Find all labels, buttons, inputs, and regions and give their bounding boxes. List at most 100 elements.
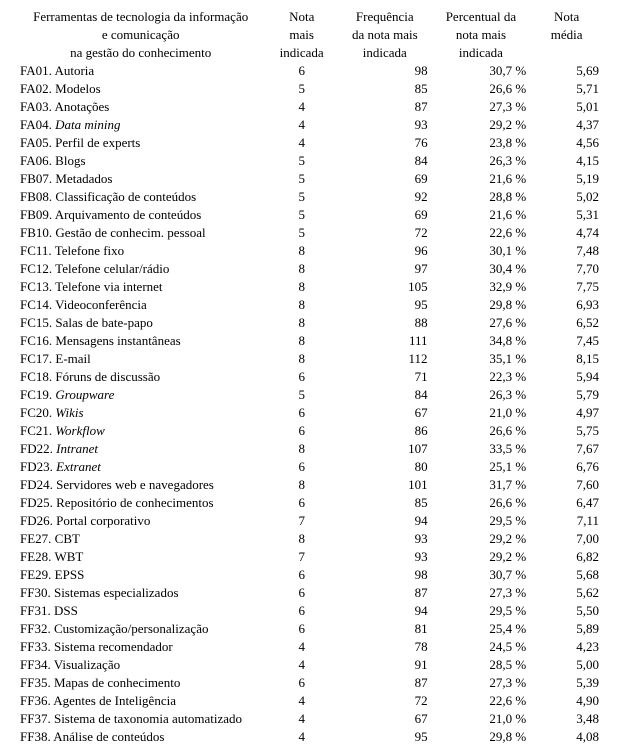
row-nota: 5 bbox=[265, 170, 338, 188]
table-row: FD26. Portal corporativo79429,5 %7,11 bbox=[16, 512, 603, 530]
header-col5-line2: média bbox=[530, 26, 603, 44]
table-row: FC17. E-mail811235,1 %8,15 bbox=[16, 350, 603, 368]
row-pct: 27,6 % bbox=[432, 314, 531, 332]
table-row: FE27. CBT89329,2 %7,00 bbox=[16, 530, 603, 548]
row-pct: 22,6 % bbox=[432, 224, 531, 242]
row-name: Modelos bbox=[55, 81, 101, 96]
row-media: 7,70 bbox=[530, 260, 603, 278]
row-label: FC16. Mensagens instantâneas bbox=[16, 332, 265, 350]
row-name: Customização/personalização bbox=[54, 621, 209, 636]
header-col1-line3: na gestão do conhecimento bbox=[16, 44, 265, 62]
row-nota: 6 bbox=[265, 458, 338, 476]
table-row: FF31. DSS69429,5 %5,50 bbox=[16, 602, 603, 620]
row-media: 5,68 bbox=[530, 566, 603, 584]
row-label: FD23. Extranet bbox=[16, 458, 265, 476]
header-col5-line3 bbox=[530, 44, 603, 62]
row-freq: 87 bbox=[338, 674, 432, 692]
row-pct: 27,3 % bbox=[432, 98, 531, 116]
row-media: 3,48 bbox=[530, 710, 603, 728]
row-freq: 84 bbox=[338, 386, 432, 404]
row-label: FA06. Blogs bbox=[16, 152, 265, 170]
row-code: FB07. bbox=[20, 171, 55, 186]
row-code: FA04. bbox=[20, 117, 55, 132]
row-label: FC15. Salas de bate-papo bbox=[16, 314, 265, 332]
row-media: 5,19 bbox=[530, 170, 603, 188]
row-code: FC16. bbox=[20, 333, 55, 348]
table-row: FB10. Gestão de conhecim. pessoal57222,6… bbox=[16, 224, 603, 242]
row-label: FF36. Agentes de Inteligência bbox=[16, 692, 265, 710]
header-col3-line2: da nota mais bbox=[338, 26, 432, 44]
row-pct: 29,2 % bbox=[432, 530, 531, 548]
row-name: Extranet bbox=[56, 459, 101, 474]
row-code: FF36. bbox=[20, 693, 53, 708]
row-nota: 6 bbox=[265, 674, 338, 692]
row-media: 6,76 bbox=[530, 458, 603, 476]
row-media: 8,15 bbox=[530, 350, 603, 368]
row-pct: 29,8 % bbox=[432, 296, 531, 314]
row-pct: 30,7 % bbox=[432, 566, 531, 584]
row-media: 7,67 bbox=[530, 440, 603, 458]
row-code: FA01. bbox=[20, 63, 54, 78]
row-nota: 5 bbox=[265, 386, 338, 404]
row-pct: 21,0 % bbox=[432, 404, 531, 422]
header-col3-line3: indicada bbox=[338, 44, 432, 62]
row-name: Sistemas especializados bbox=[54, 585, 179, 600]
row-code: FC12. bbox=[20, 261, 55, 276]
row-media: 7,60 bbox=[530, 476, 603, 494]
row-name: Arquivamento de conteúdos bbox=[55, 207, 202, 222]
row-label: FF34. Visualização bbox=[16, 656, 265, 674]
data-table: Ferramentas de tecnologia da informação … bbox=[16, 8, 603, 746]
header-row-3: na gestão do conhecimento indicada indic… bbox=[16, 44, 603, 62]
header-col2-line1: Nota bbox=[265, 8, 338, 26]
row-label: FB10. Gestão de conhecim. pessoal bbox=[16, 224, 265, 242]
row-code: FC21. bbox=[20, 423, 55, 438]
row-pct: 21,6 % bbox=[432, 206, 531, 224]
row-nota: 4 bbox=[265, 728, 338, 746]
header-col4-line3: indicada bbox=[432, 44, 531, 62]
row-pct: 27,3 % bbox=[432, 584, 531, 602]
table-row: FA03. Anotações48727,3 %5,01 bbox=[16, 98, 603, 116]
row-freq: 105 bbox=[338, 278, 432, 296]
row-name: Telefone fixo bbox=[55, 243, 124, 258]
row-nota: 6 bbox=[265, 620, 338, 638]
row-label: FF38. Análise de conteúdos bbox=[16, 728, 265, 746]
table-row: FC19. Groupware58426,3 %5,79 bbox=[16, 386, 603, 404]
row-label: FF35. Mapas de conhecimento bbox=[16, 674, 265, 692]
row-pct: 26,3 % bbox=[432, 152, 531, 170]
row-code: FF35. bbox=[20, 675, 54, 690]
row-freq: 87 bbox=[338, 584, 432, 602]
row-pct: 29,2 % bbox=[432, 116, 531, 134]
row-label: FF32. Customização/personalização bbox=[16, 620, 265, 638]
row-freq: 101 bbox=[338, 476, 432, 494]
row-media: 5,94 bbox=[530, 368, 603, 386]
table-row: FC18. Fóruns de discussão67122,3 %5,94 bbox=[16, 368, 603, 386]
row-code: FF30. bbox=[20, 585, 54, 600]
table-row: FF34. Visualização49128,5 %5,00 bbox=[16, 656, 603, 674]
row-name: Salas de bate-papo bbox=[55, 315, 152, 330]
row-label: FD22. Intranet bbox=[16, 440, 265, 458]
row-pct: 27,3 % bbox=[432, 674, 531, 692]
row-nota: 5 bbox=[265, 188, 338, 206]
row-name: Autoria bbox=[54, 63, 94, 78]
row-pct: 26,6 % bbox=[432, 494, 531, 512]
row-freq: 93 bbox=[338, 530, 432, 548]
row-nota: 4 bbox=[265, 134, 338, 152]
row-media: 7,48 bbox=[530, 242, 603, 260]
row-freq: 67 bbox=[338, 404, 432, 422]
header-col5-line1: Nota bbox=[530, 8, 603, 26]
header-col4-line2: nota mais bbox=[432, 26, 531, 44]
row-name: E-mail bbox=[55, 351, 90, 366]
table-row: FA06. Blogs58426,3 %4,15 bbox=[16, 152, 603, 170]
row-media: 4,74 bbox=[530, 224, 603, 242]
row-label: FC18. Fóruns de discussão bbox=[16, 368, 265, 386]
row-freq: 78 bbox=[338, 638, 432, 656]
row-label: FB09. Arquivamento de conteúdos bbox=[16, 206, 265, 224]
row-pct: 26,3 % bbox=[432, 386, 531, 404]
table-row: FB08. Classificação de conteúdos59228,8 … bbox=[16, 188, 603, 206]
row-media: 5,01 bbox=[530, 98, 603, 116]
row-media: 7,75 bbox=[530, 278, 603, 296]
row-name: EPSS bbox=[55, 567, 85, 582]
row-name: CBT bbox=[55, 531, 80, 546]
row-name: Mensagens instantâneas bbox=[55, 333, 180, 348]
header-row-2: e comunicação mais da nota mais nota mai… bbox=[16, 26, 603, 44]
